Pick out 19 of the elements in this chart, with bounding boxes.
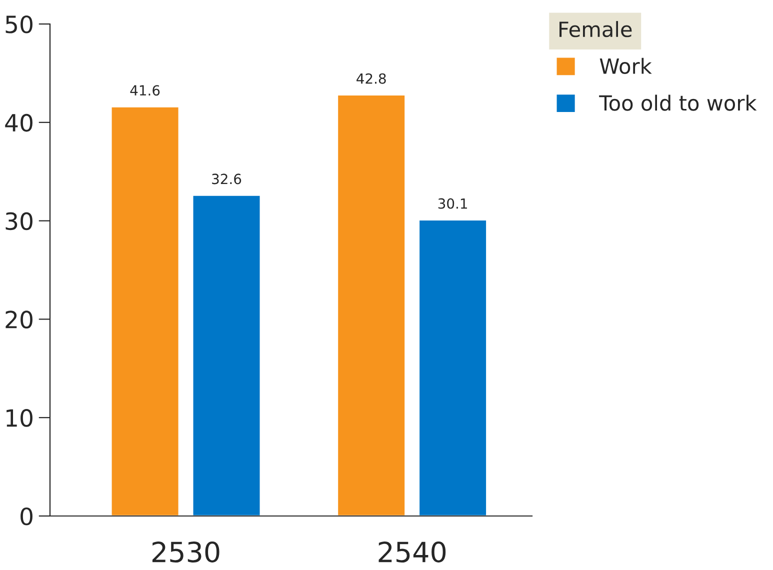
legend-title: Female xyxy=(560,21,632,38)
y-tick-label: 10 xyxy=(6,409,32,427)
y-tick-label: 20 xyxy=(6,310,32,329)
data-label: 42.8 xyxy=(356,73,386,84)
bar xyxy=(110,106,180,516)
y-tick-label: 50 xyxy=(6,15,32,34)
legend-label: Work xyxy=(600,58,652,74)
data-label: 30.1 xyxy=(438,198,467,209)
data-label: 41.6 xyxy=(130,85,160,96)
legend-label: Too old to work xyxy=(599,94,757,111)
data-label: 32.6 xyxy=(212,174,242,184)
y-tick-label: 40 xyxy=(5,114,32,132)
y-tick-label: 0 xyxy=(20,507,32,526)
x-tick-label: 2540 xyxy=(378,541,446,562)
y-tick-label: 30 xyxy=(6,212,32,230)
bar xyxy=(336,94,406,516)
bar xyxy=(418,219,488,516)
x-tick-label: 2530 xyxy=(152,541,220,562)
bar xyxy=(192,194,262,516)
